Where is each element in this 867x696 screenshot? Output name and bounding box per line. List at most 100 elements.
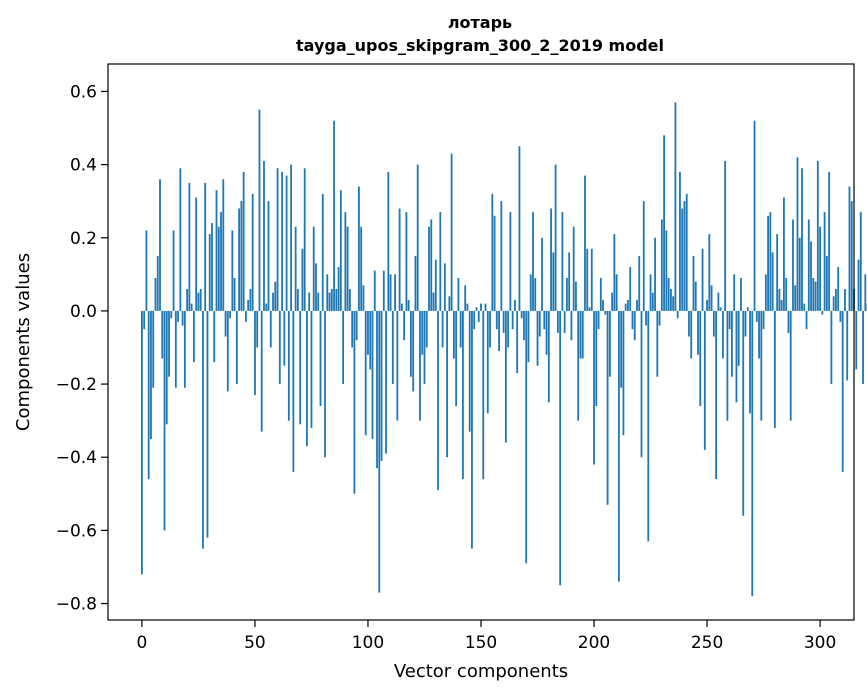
bar-0 [141, 310, 143, 575]
bar-238 [679, 171, 681, 311]
bar-149 [477, 310, 480, 322]
bar-112 [394, 274, 396, 311]
bar-167 [518, 146, 521, 311]
bar-192 [575, 281, 577, 311]
bar-271 [753, 120, 756, 311]
chart-title: лотарь [448, 13, 512, 32]
bar-140 [457, 277, 460, 311]
bar-30 [208, 234, 211, 311]
y-axis-label: Components values [13, 253, 34, 431]
bars-group [141, 102, 867, 597]
bar-28 [204, 182, 207, 311]
bar-68 [294, 226, 297, 311]
bar-285 [785, 277, 788, 311]
bar-64 [285, 175, 288, 311]
bar-309 [839, 310, 842, 322]
bar-54 [263, 160, 265, 311]
bar-317 [857, 259, 860, 311]
bar-292 [801, 168, 803, 311]
bar-104 [376, 310, 378, 469]
bar-199 [590, 248, 593, 311]
bar-233 [667, 277, 670, 311]
bar-265 [740, 277, 742, 311]
bar-5 [152, 310, 155, 388]
bar-90 [344, 212, 347, 311]
bar-276 [764, 274, 767, 311]
bar-293 [803, 303, 806, 311]
bar-9 [161, 310, 164, 359]
bar-66 [290, 164, 293, 311]
bar-304 [828, 171, 831, 311]
bar-113 [396, 310, 399, 421]
bar-26 [199, 288, 202, 311]
bar-100 [367, 310, 369, 355]
bar-306 [832, 296, 835, 311]
bar-72 [303, 168, 306, 311]
bar-35 [220, 212, 222, 311]
bar-221 [640, 310, 643, 458]
bar-16 [177, 310, 179, 322]
bar-92 [348, 288, 351, 311]
bar-175 [536, 310, 539, 366]
bar-130 [434, 259, 437, 311]
bar-158 [498, 310, 500, 352]
x-tick-label: 0 [136, 633, 147, 653]
bar-37 [224, 310, 227, 337]
bar-137 [450, 153, 453, 311]
bar-142 [462, 310, 464, 480]
bar-217 [631, 310, 634, 330]
bar-135 [446, 310, 448, 458]
bar-251 [708, 234, 711, 311]
bar-189 [568, 252, 571, 311]
bar-107 [382, 270, 385, 311]
bar-94 [353, 310, 356, 494]
bar-216 [629, 267, 632, 311]
bar-269 [749, 310, 751, 414]
bar-98 [362, 285, 365, 311]
bar-248 [701, 248, 704, 311]
bar-154 [489, 310, 491, 348]
bar-274 [760, 310, 763, 421]
bar-194 [579, 310, 582, 359]
bar-21 [188, 182, 191, 311]
bar-281 [776, 234, 779, 311]
bar-56 [267, 201, 270, 311]
bar-202 [597, 310, 600, 330]
bar-82 [326, 274, 329, 311]
bar-204 [602, 299, 604, 311]
bar-139 [455, 310, 458, 407]
bar-308 [837, 267, 840, 311]
bar-313 [848, 186, 851, 311]
bar-203 [599, 277, 602, 311]
bar-255 [717, 292, 720, 311]
bar-151 [482, 310, 485, 480]
bar-254 [715, 310, 718, 480]
bar-298 [814, 281, 817, 311]
bar-10 [163, 310, 166, 531]
bar-208 [611, 292, 614, 311]
bar-87 [337, 267, 340, 311]
bar-282 [778, 288, 781, 311]
bar-27 [202, 310, 204, 549]
bar-249 [703, 310, 706, 450]
bar-286 [787, 310, 790, 333]
bar-225 [649, 274, 652, 311]
bar-278 [769, 212, 772, 311]
bar-152 [484, 303, 487, 311]
bar-169 [523, 310, 525, 341]
bar-4 [150, 310, 152, 439]
bar-180 [547, 310, 550, 403]
y-axis-ticks: −0.8 −0.6 −0.4 −0.2 0.0 0.2 0.4 0.6 [56, 82, 108, 615]
y-tick-label: 0.4 [70, 156, 97, 176]
bar-279 [771, 252, 774, 311]
bar-205 [604, 310, 607, 315]
bar-242 [688, 310, 690, 337]
bar-302 [823, 212, 826, 311]
bar-134 [443, 263, 446, 311]
bar-179 [545, 310, 548, 355]
bar-241 [685, 193, 688, 311]
bar-305 [830, 310, 833, 385]
bar-144 [466, 303, 469, 311]
bar-115 [400, 303, 403, 311]
